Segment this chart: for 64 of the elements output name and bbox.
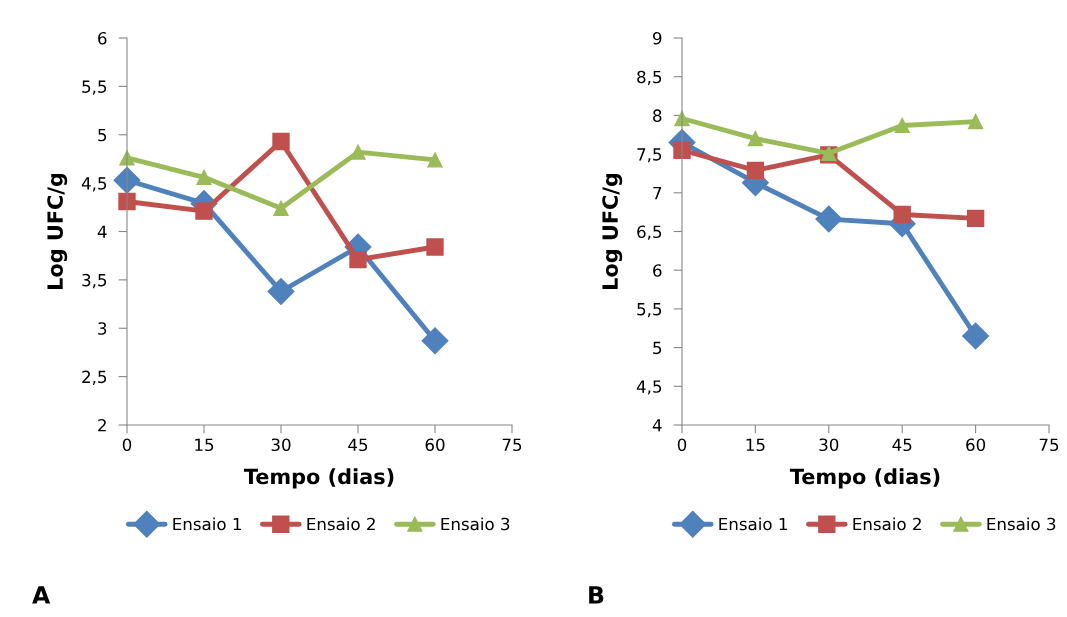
y-tick-label: 2	[98, 418, 106, 432]
point	[195, 202, 213, 220]
x-tick-label: 60	[966, 438, 986, 452]
y-tick-label: 9	[653, 31, 662, 45]
point	[118, 192, 136, 211]
point	[272, 132, 290, 151]
y-tick-label: 5	[653, 341, 662, 355]
x-axis-title: Tempo (dias)	[789, 468, 940, 489]
point	[350, 144, 366, 160]
x-tick-label: 0	[677, 438, 687, 452]
y-tick-label: 5	[98, 128, 107, 142]
point	[267, 278, 295, 305]
x-tick-label: 15	[195, 438, 214, 452]
point	[966, 209, 985, 228]
point	[747, 130, 764, 147]
y-axis-title: Log UFC/g	[47, 173, 68, 289]
point	[962, 322, 990, 350]
x-tick-label: 30	[271, 438, 291, 452]
y-tick-label: 6	[653, 264, 662, 277]
point	[815, 205, 843, 233]
point	[894, 117, 910, 134]
x-tick-label: 45	[892, 438, 912, 452]
y-tick-label: 5,5	[82, 80, 107, 95]
point	[349, 250, 367, 269]
x-tick-label: 75	[1039, 438, 1059, 452]
y-tick-label: 2,5	[82, 370, 107, 385]
y-tick-label: 5,5	[637, 303, 662, 318]
y-tick-label: 7	[653, 186, 662, 200]
y-tick-label: 4,5	[81, 177, 107, 192]
text: A	[32, 586, 51, 604]
x-tick-label: 30	[819, 438, 839, 452]
y-tick-label: 8	[653, 109, 662, 122]
x-tick-label: 75	[502, 438, 522, 452]
x-tick-label: 15	[746, 438, 765, 452]
x-tick-label: 60	[425, 438, 445, 452]
point	[673, 141, 691, 159]
y-tick-label: 3	[98, 322, 107, 335]
point	[746, 161, 765, 180]
text: B	[589, 586, 604, 604]
legend-label: Ensaio 1	[719, 517, 787, 531]
point	[893, 205, 911, 224]
y-tick-label: 4	[652, 419, 662, 432]
x-tick-label: 45	[348, 438, 368, 452]
legend-label: Ensaio 2	[853, 517, 921, 531]
legend-label: Ensaio 2	[307, 517, 375, 531]
point	[426, 238, 444, 256]
legend-label: Ensaio 1	[173, 517, 241, 531]
y-axis-title: Log UFC/g	[602, 173, 623, 289]
y-tick-label: 6	[98, 31, 107, 45]
point	[967, 113, 984, 130]
y-tick-label: 6,5	[637, 225, 662, 240]
y-tick-label: 4	[97, 225, 107, 238]
y-tick-label: 7,5	[637, 148, 662, 163]
point	[421, 327, 449, 355]
y-tick-label: 8,5	[637, 70, 662, 85]
point	[196, 169, 212, 185]
y-tick-label: 4,5	[636, 380, 662, 395]
x-tick-label: 0	[122, 438, 132, 452]
legend-label: Ensaio 3	[987, 517, 1056, 531]
x-axis-title: Tempo (dias)	[243, 468, 394, 489]
legend-label: Ensaio 3	[441, 517, 510, 531]
y-tick-label: 3,5	[82, 273, 107, 289]
point	[427, 152, 443, 168]
point	[273, 200, 289, 216]
